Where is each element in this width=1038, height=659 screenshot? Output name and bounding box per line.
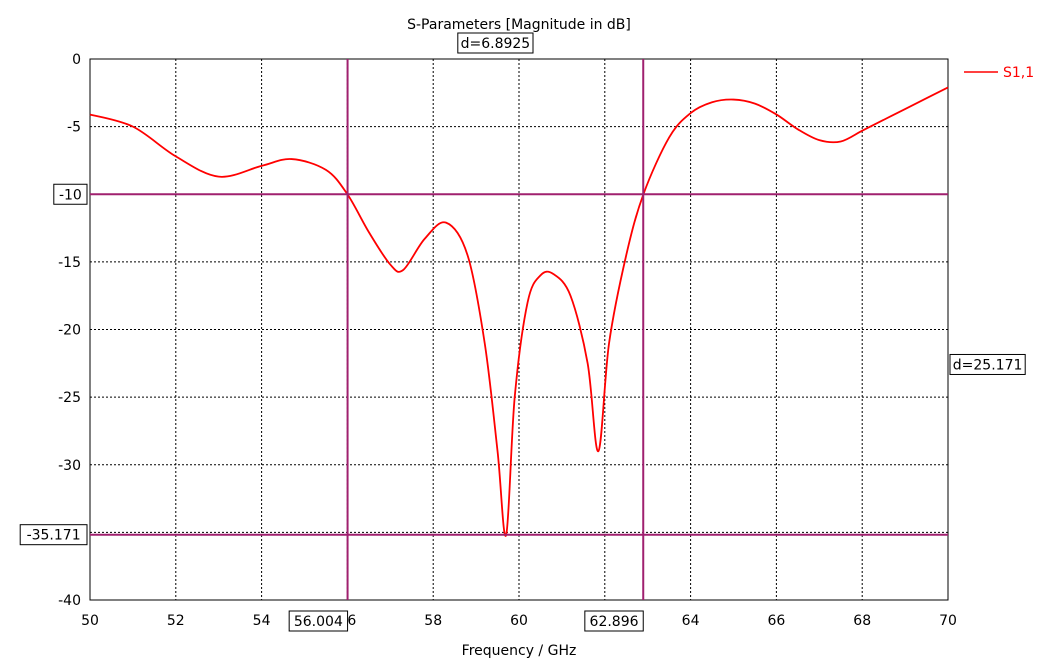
y-tick-label: -40 <box>58 593 81 609</box>
y-tick-label: -20 <box>58 323 81 339</box>
marker-hline-label: -35.171 <box>27 528 81 544</box>
marker-hline-label-box <box>19 524 88 546</box>
x-tick-label: 52 <box>167 613 185 629</box>
x-tick-label: 70 <box>939 613 957 629</box>
delta-y-label-box <box>949 353 1026 375</box>
marker-vline-label: 62.896 <box>590 614 639 630</box>
x-tick-label: 54 <box>253 613 271 629</box>
x-tick-label: 60 <box>510 613 528 629</box>
legend-label-s11: S1,1 <box>1003 65 1034 81</box>
marker-hline-label: -10 <box>59 187 82 203</box>
y-tick-label: -5 <box>67 120 81 136</box>
marker-vline-label-box <box>288 610 349 632</box>
chart-title: S-Parameters [Magnitude in dB] <box>407 17 631 33</box>
plot-frame <box>89 58 949 601</box>
x-tick-label: 64 <box>682 613 700 629</box>
delta-x-label: d=6.8925 <box>461 36 531 52</box>
x-tick-label: 68 <box>853 613 871 629</box>
delta-x-label-box <box>457 32 534 54</box>
x-tick-label: 50 <box>81 613 99 629</box>
delta-y-label: d=25.171 <box>953 357 1023 373</box>
y-tick-label: -25 <box>58 390 81 406</box>
x-tick-labels: 5052545658606264666870 <box>81 613 957 629</box>
marker-vline-label-box <box>584 610 644 632</box>
x-tick-label: 58 <box>424 613 442 629</box>
y-tick-label: -15 <box>58 255 81 271</box>
marker-hline-label-box <box>53 183 88 205</box>
x-axis-label: Frequency / GHz <box>462 643 577 659</box>
x-tick-label: 66 <box>767 613 785 629</box>
legend[interactable]: S1,1 <box>964 65 1034 81</box>
y-tick-label: 0 <box>72 52 81 68</box>
marker-group: -10 -35.171 56.004 62.896 d=6.8925 d=25.171 <box>19 32 1026 632</box>
marker-vline-label: 56.004 <box>294 614 343 630</box>
y-tick-label: -30 <box>58 458 81 474</box>
